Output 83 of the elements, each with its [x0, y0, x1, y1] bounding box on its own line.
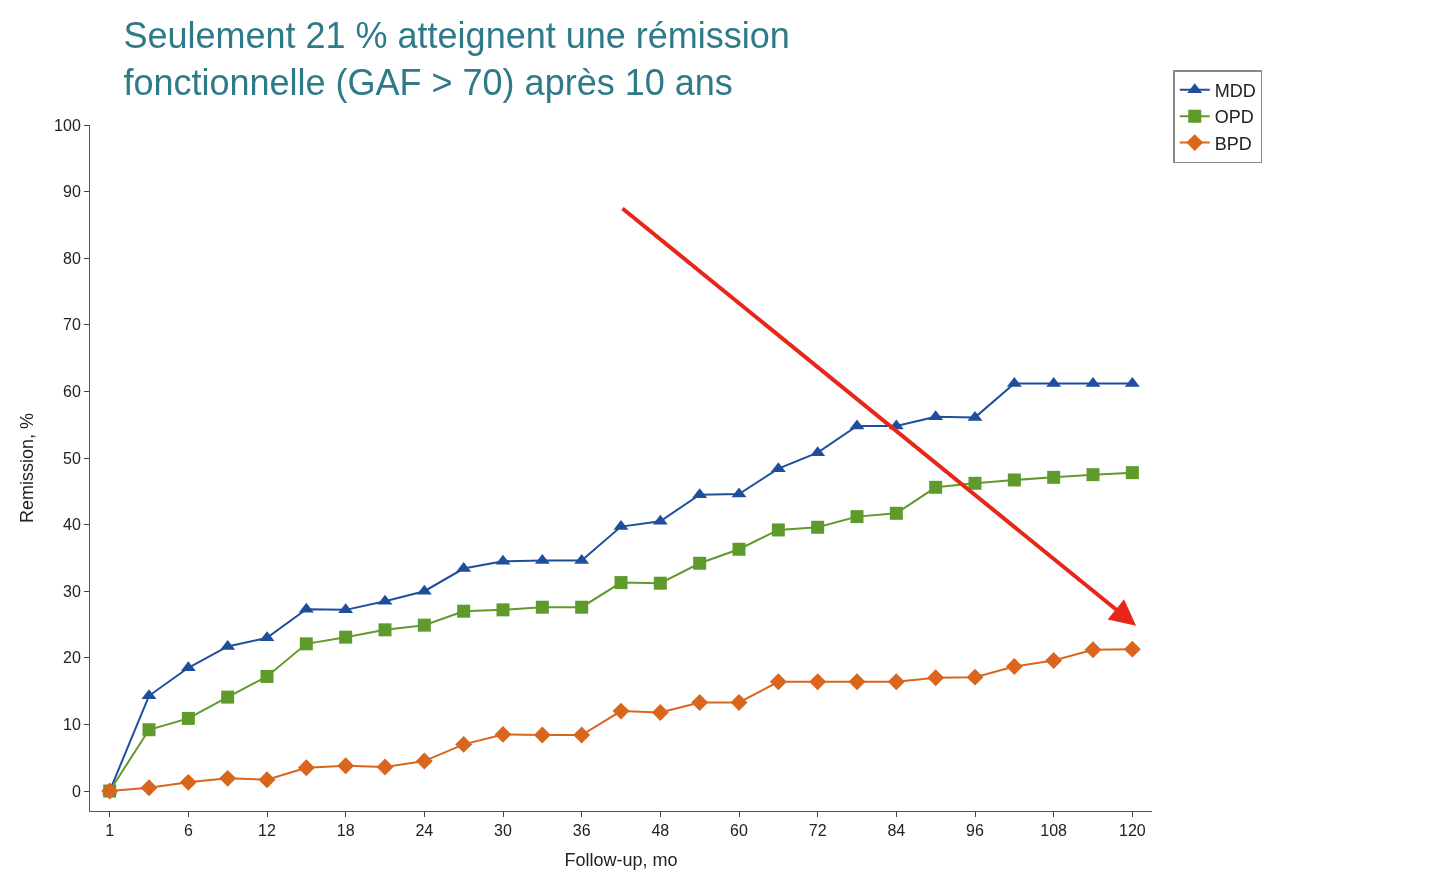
point: [966, 668, 984, 686]
y-tick-label: 80: [63, 249, 81, 267]
point: [1084, 641, 1102, 659]
x-tick-label: 1: [105, 822, 115, 840]
x-tick-label: 12: [258, 822, 276, 840]
point: [693, 556, 707, 570]
point: [142, 723, 156, 737]
point: [1086, 468, 1100, 482]
x-tick-label: 108: [1040, 822, 1068, 840]
y-tick-label: 100: [54, 116, 81, 134]
point: [496, 603, 510, 617]
legend-label: BPD: [1214, 133, 1252, 154]
x-tick-label: 48: [651, 822, 670, 840]
point: [927, 669, 945, 687]
y-tick-label: 30: [63, 582, 81, 600]
x-tick-label: 24: [415, 822, 434, 840]
x-tick-label: 120: [1118, 822, 1146, 840]
point: [732, 542, 746, 556]
point: [1125, 466, 1139, 480]
point: [573, 726, 591, 744]
point: [1045, 652, 1063, 669]
x-tick-label: 6: [183, 822, 193, 840]
point: [533, 726, 551, 744]
point: [575, 600, 589, 614]
point: [219, 769, 237, 787]
point: [181, 711, 195, 725]
y-tick-label: 60: [63, 383, 81, 401]
point: [653, 576, 667, 590]
legend-label: MDD: [1214, 80, 1256, 101]
y-tick-label: 40: [63, 516, 81, 534]
point: [535, 600, 549, 614]
point: [614, 576, 628, 590]
point: [651, 703, 669, 721]
y-tick-label: 50: [63, 449, 81, 467]
x-tick-label: 72: [808, 822, 827, 840]
point: [258, 771, 276, 789]
point: [889, 506, 903, 520]
point: [337, 757, 355, 775]
point: [457, 604, 471, 618]
point: [691, 693, 709, 711]
y-tick-label: 20: [63, 649, 81, 667]
y-axis-title: Remission, %: [17, 412, 38, 524]
point: [1123, 640, 1141, 658]
chart-title: Seulement 21 % atteignent une rémission fonctionnelle (GAF > 70) après 10 ans: [123, 15, 790, 104]
y-tick-label: 10: [63, 716, 81, 734]
point: [1007, 473, 1021, 487]
x-tick-label: 60: [730, 822, 748, 840]
point: [769, 673, 787, 691]
y-tick-label: 70: [63, 316, 81, 334]
point: [376, 758, 394, 776]
point: [140, 779, 158, 797]
y-tick-label: 0: [71, 782, 81, 800]
point: [260, 669, 274, 683]
point: [771, 523, 785, 537]
point: [378, 623, 392, 637]
point: [811, 520, 825, 534]
point: [494, 725, 512, 743]
legend-label: OPD: [1214, 107, 1254, 128]
x-tick-label: 18: [336, 822, 355, 840]
x-tick-label: 30: [494, 822, 512, 840]
point: [887, 673, 905, 691]
point: [809, 673, 827, 691]
point: [221, 690, 235, 704]
point: [929, 480, 943, 494]
point: [612, 702, 630, 720]
point: [1005, 658, 1023, 675]
point: [730, 693, 748, 711]
x-tick-label: 84: [887, 822, 906, 840]
point: [179, 773, 197, 791]
point: [297, 759, 315, 777]
y-tick-label: 90: [63, 183, 81, 201]
point: [415, 752, 433, 770]
x-tick-label: 96: [966, 822, 984, 840]
x-axis-title: Follow-up, mo: [564, 850, 678, 871]
point: [455, 735, 473, 753]
point: [417, 618, 431, 632]
x-tick-label: 36: [572, 822, 591, 840]
point: [850, 510, 864, 524]
point: [968, 476, 982, 490]
point: [299, 637, 313, 651]
point: [848, 673, 866, 691]
point: [339, 630, 353, 644]
point: [1047, 470, 1061, 484]
